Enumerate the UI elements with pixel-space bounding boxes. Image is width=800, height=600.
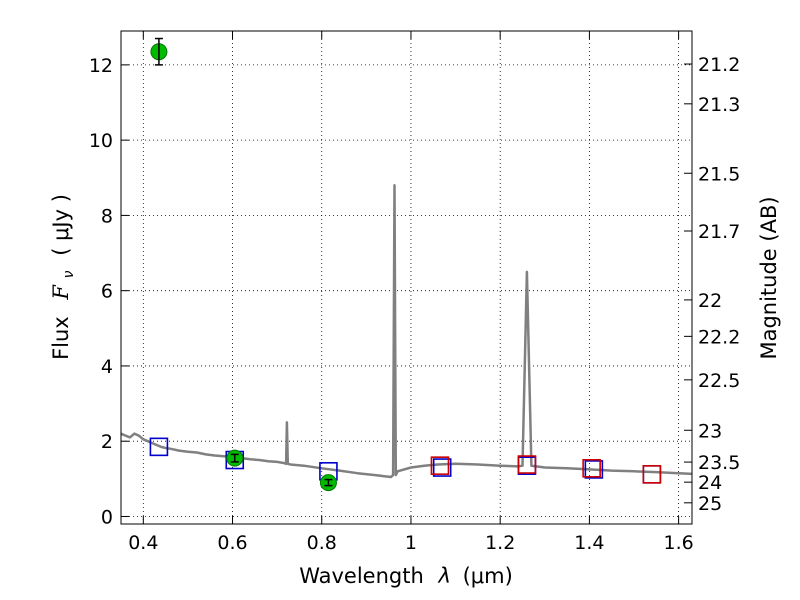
y-tick-label: 8 <box>101 205 113 227</box>
model-band-square <box>584 460 604 479</box>
mag-tick-label: 22.5 <box>698 370 740 392</box>
x-tick-label: 0.4 <box>128 532 158 554</box>
y-axis-label-unit: ( μJy ) <box>49 194 73 256</box>
mag-tick-label: 25 <box>698 493 722 515</box>
upper-limit-square <box>582 459 601 478</box>
mag-tick-label: 24 <box>698 472 722 494</box>
x-tick-label: 1.6 <box>664 532 694 554</box>
y-axis-label-text: Flux <box>49 316 73 360</box>
y-tick-label: 2 <box>101 431 113 453</box>
upper-limit-square <box>430 456 450 475</box>
x-axis-label-symbol: λ <box>437 564 450 588</box>
y-tick-label: 12 <box>89 55 113 77</box>
mag-tick-label: 21.3 <box>698 94 740 116</box>
y2-axis-label: Magnitude (AB) <box>757 196 781 359</box>
x-tick-label: 0.8 <box>307 532 337 554</box>
x-tick-label: 1 <box>405 532 417 554</box>
y-axis-label-subscript: ν <box>61 270 77 278</box>
plot-frame <box>120 30 693 525</box>
x-axis-label-text: Wavelength <box>299 564 424 588</box>
mag-tick-label: 23.5 <box>698 452 740 474</box>
x-tick-label: 1.2 <box>485 532 515 554</box>
upper-limit-square <box>642 465 662 484</box>
mag-tick-label: 21.5 <box>698 163 740 185</box>
x-tick-label: 1.4 <box>574 532 604 554</box>
x-axis-label: Wavelength λ (μm) <box>299 564 513 588</box>
y-tick-label: 6 <box>101 281 113 303</box>
mag-tick-label: 21.2 <box>698 54 740 76</box>
mag-tick-label: 22.2 <box>698 326 740 348</box>
model-band-square <box>432 458 452 477</box>
y-tick-label: 10 <box>89 130 113 152</box>
mag-tick-label: 21.7 <box>698 221 740 243</box>
plot-area <box>120 37 693 492</box>
y-tick-label: 4 <box>101 356 113 378</box>
model-band-square <box>149 437 169 457</box>
x-tick-label: 0.6 <box>217 532 247 554</box>
y-axis-label-symbol: F <box>49 284 73 301</box>
y-tick-label: 0 <box>101 506 113 528</box>
mag-tick-label: 22 <box>698 290 722 312</box>
mag-tick-label: 23 <box>698 420 722 442</box>
y-axis-label: Flux F ν ( μJy ) <box>49 194 78 360</box>
spectrum-line <box>120 184 693 479</box>
upper-limit-square <box>517 455 537 474</box>
x-axis-label-unit: (μm) <box>463 564 513 588</box>
